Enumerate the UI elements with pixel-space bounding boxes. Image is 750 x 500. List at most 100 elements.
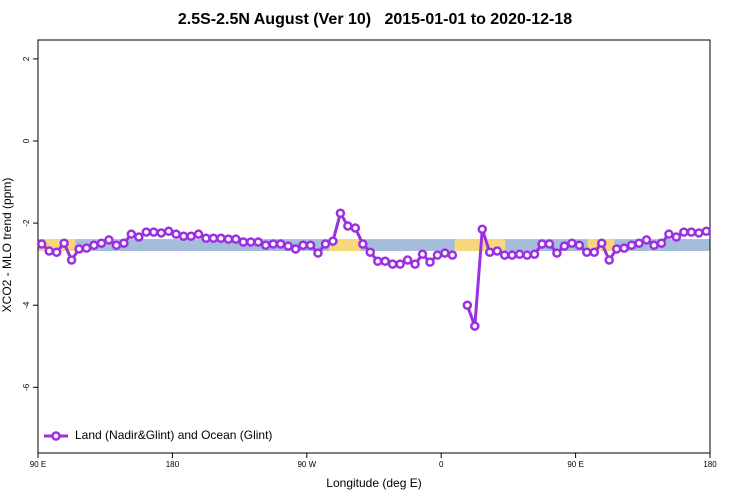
series-marker xyxy=(119,238,129,248)
series-marker xyxy=(208,233,219,244)
series-marker xyxy=(686,227,697,237)
y-tick-label: -6 xyxy=(22,383,31,391)
x-tick-label: 90 E xyxy=(30,460,46,469)
series-marker xyxy=(656,238,667,248)
series-marker xyxy=(231,234,241,244)
series-marker xyxy=(529,249,540,260)
y-tick-label: 0 xyxy=(22,138,31,143)
series-marker xyxy=(582,247,592,257)
series-marker xyxy=(320,239,331,249)
series-marker xyxy=(275,239,286,249)
series-marker xyxy=(126,229,137,239)
chart-title: 2.5S-2.5N August (Ver 10) 2015-01-01 to … xyxy=(178,11,572,28)
series-marker xyxy=(59,238,69,248)
series-marker xyxy=(574,240,585,251)
x-tick-label: 0 xyxy=(439,460,444,469)
x-axis-label: Longitude (deg E) xyxy=(326,476,421,490)
y-tick-label: -2 xyxy=(22,219,31,227)
series-marker xyxy=(66,255,77,265)
x-tick-label: 90 E xyxy=(567,460,583,469)
series-marker xyxy=(589,247,600,257)
series-marker xyxy=(141,227,152,237)
series-marker xyxy=(477,224,488,235)
series-marker xyxy=(253,237,264,247)
series-marker xyxy=(522,250,532,260)
series-marker xyxy=(358,239,368,249)
series-marker xyxy=(425,257,435,267)
series-marker xyxy=(372,256,383,267)
series-marker xyxy=(499,250,510,260)
series-marker xyxy=(313,248,323,258)
ocean-band xyxy=(38,239,710,252)
series-marker xyxy=(238,237,249,247)
series-marker xyxy=(402,255,413,265)
series-marker xyxy=(104,235,114,245)
series-marker xyxy=(552,248,562,258)
x-tick-label: 180 xyxy=(166,460,180,469)
land-band xyxy=(39,239,76,252)
series-marker xyxy=(641,235,652,245)
legend-label: Land (Nadir&Glint) and Ocean (Glint) xyxy=(75,428,272,442)
series-marker xyxy=(148,227,159,237)
series-marker xyxy=(380,256,390,267)
series-marker xyxy=(298,240,308,251)
series-marker xyxy=(559,241,570,251)
series-marker xyxy=(470,321,480,331)
series-marker xyxy=(350,223,361,233)
series-marker xyxy=(432,250,443,260)
series-marker xyxy=(626,240,637,251)
series-marker xyxy=(447,250,458,260)
series-marker xyxy=(328,236,338,246)
series-marker xyxy=(290,244,301,254)
series-marker xyxy=(596,238,607,248)
series-marker xyxy=(193,229,204,239)
series-marker xyxy=(178,231,189,241)
series-marker xyxy=(484,247,495,257)
series-line xyxy=(40,211,707,328)
series-marker xyxy=(611,244,622,254)
legend-marker xyxy=(51,431,61,441)
series-marker xyxy=(335,208,346,218)
series-marker xyxy=(134,232,144,242)
series-marker xyxy=(343,221,353,231)
y-axis-label: XCO2 - MLO trend (ppm) xyxy=(0,178,14,313)
series-marker xyxy=(492,246,502,256)
series-marker xyxy=(671,232,682,242)
series-marker xyxy=(111,240,122,251)
series-marker xyxy=(604,255,614,265)
series-marker xyxy=(156,228,166,238)
y-tick-label: 2 xyxy=(22,56,31,61)
series-marker xyxy=(305,240,316,251)
x-tick-label: 90 W xyxy=(297,460,316,469)
series-marker xyxy=(246,237,256,247)
series-marker xyxy=(74,244,84,254)
series-marker xyxy=(679,227,689,237)
series-marker xyxy=(514,249,525,260)
series-marker xyxy=(694,228,704,238)
series-marker xyxy=(51,247,62,257)
series-marker xyxy=(567,238,577,248)
series-marker xyxy=(664,229,674,239)
series-marker xyxy=(395,259,405,269)
series-marker xyxy=(544,239,555,249)
series-marker xyxy=(417,249,428,260)
series-marker xyxy=(186,231,196,241)
land-band xyxy=(329,239,361,252)
series-marker xyxy=(634,238,644,248)
series-marker xyxy=(440,248,450,258)
series-marker xyxy=(365,247,376,257)
y-tick-label: -4 xyxy=(22,301,31,309)
series-marker xyxy=(44,246,54,256)
series-marker xyxy=(537,239,547,249)
series-marker xyxy=(507,250,517,260)
series-marker xyxy=(619,243,629,253)
series-marker xyxy=(201,233,211,244)
series-marker xyxy=(283,241,293,251)
series-marker xyxy=(171,229,181,239)
series-marker xyxy=(260,240,271,251)
series-marker xyxy=(81,243,92,253)
series-marker xyxy=(387,259,398,269)
series-marker xyxy=(96,238,107,248)
